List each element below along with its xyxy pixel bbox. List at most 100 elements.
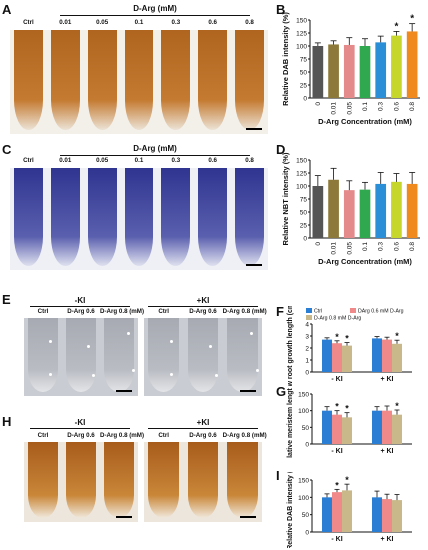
dic-micrograph-e-minus-ki xyxy=(24,318,138,396)
x-tick-label: 0 xyxy=(315,242,322,246)
panele2-meristem-marker-2 xyxy=(169,372,173,376)
panel-c-root-5 xyxy=(161,168,191,266)
panel-e-left-bracket xyxy=(30,306,130,307)
bar-plus-ki-1 xyxy=(372,410,382,444)
y-tick-label: 3 xyxy=(305,334,309,341)
panel-e-left-lanes-label-1: Ctrl xyxy=(37,308,49,315)
panelh1-root-2 xyxy=(66,442,96,518)
panel-a-lane-label-6: 0.6 xyxy=(208,19,217,26)
y-tick-label: 50 xyxy=(300,210,308,217)
y-tick-label: 100 xyxy=(298,495,309,502)
bar-minus-ki-2 xyxy=(332,343,342,372)
panel-a-root-5 xyxy=(161,30,191,130)
legend-label-1: Ctrl xyxy=(314,309,322,315)
chart-i-svg: Relative DAB intensity (%) 0 50 100 150 * * - K… xyxy=(287,472,412,548)
x-tick-label: 0.1 xyxy=(362,242,369,251)
y-tick-label: 100 xyxy=(296,184,307,191)
y-axis-label: Relative DAB intensity (%) xyxy=(281,12,290,106)
legend-swatch-1 xyxy=(306,308,312,313)
panel-label-g: G xyxy=(276,384,287,399)
x-tick-label: 0.01 xyxy=(331,102,338,115)
significance-star: * xyxy=(395,331,399,341)
panel-label-d: D xyxy=(276,142,286,157)
panele2-meristem-marker-5 xyxy=(250,332,254,336)
panel-h-right-group: +KI xyxy=(196,418,210,427)
panele2-scale-bar xyxy=(240,390,256,392)
bar-0.6 xyxy=(391,35,402,98)
bar-plus-ki-3 xyxy=(392,500,402,532)
nbt-micrograph-panel-c xyxy=(10,168,268,270)
panel-c-lane-label-1: Ctrl xyxy=(23,157,34,164)
panele1-meristem-marker-6 xyxy=(132,368,136,372)
bar-minus-ki-1 xyxy=(322,497,332,532)
x-tick-label: 0.1 xyxy=(362,102,369,111)
y-tick-label: 0 xyxy=(303,96,307,103)
y-tick-label: 0 xyxy=(305,370,309,377)
panel-a-root-6 xyxy=(198,30,228,130)
panel-a-lane-label-3: 0.05 xyxy=(96,19,109,26)
panel-c-root-6 xyxy=(198,168,228,266)
panel-a-lane-label-7: 0.8 xyxy=(245,19,254,26)
panel-c-lane-label-4: 0.1 xyxy=(134,157,144,164)
y-tick-label: 1 xyxy=(305,358,309,365)
y-tick-label: 25 xyxy=(300,223,308,230)
y-axis-label: Relative NBT intensity (%) xyxy=(281,152,290,245)
dic-micrograph-e-plus-ki xyxy=(144,318,262,396)
significance-star: * xyxy=(335,402,339,412)
bar-minus-ki-2 xyxy=(332,414,342,444)
x-tick-label: - KI xyxy=(331,448,342,455)
panel-label-c: C xyxy=(2,142,12,157)
x-tick-label: 0.3 xyxy=(378,242,385,251)
panel-label-a: A xyxy=(2,2,12,17)
panel-label-f: F xyxy=(276,304,284,319)
panele2-meristem-marker-3 xyxy=(208,345,212,349)
bar-minus-ki-3 xyxy=(342,417,352,444)
legend-swatch-3 xyxy=(306,315,312,320)
bar-0 xyxy=(312,46,324,98)
panel-e-left-group: -KI xyxy=(74,296,86,305)
bar-minus-ki-1 xyxy=(322,410,332,444)
y-tick-label: 50 xyxy=(302,425,310,432)
bar-0.05 xyxy=(343,190,355,238)
panel-a-scale-bar xyxy=(246,128,262,130)
chart-f-svg: New root growth length (cm) 0 1 2 3 4 * * - KI * +… xyxy=(287,306,412,386)
significance-star: * xyxy=(335,332,339,342)
y-axis-label: Relative DAB intensity (%) xyxy=(287,472,294,548)
x-tick-label: 0.6 xyxy=(393,102,400,111)
panelh1-scale-bar xyxy=(116,516,132,518)
bar-0.8 xyxy=(406,183,418,238)
panel-c-lane-label-3: 0.05 xyxy=(96,157,109,164)
chart-b-svg: Relative DAB intensity (%) 0 25 50 75 100 125 1… xyxy=(281,12,420,126)
panel-h-left-lanes-label-2: D-Arg 0.6 xyxy=(67,432,95,439)
panel-e-left-lanes-label-3: D-Arg 0.8 (mM) xyxy=(100,308,145,315)
panelh1-root-3 xyxy=(104,442,134,518)
panel-h-right-bracket xyxy=(148,428,258,429)
x-axis-label: D-Arg Concentration (mM) xyxy=(318,117,412,126)
x-tick-label: + KI xyxy=(380,536,393,543)
bar-0.01 xyxy=(328,44,339,98)
panele2-root-2 xyxy=(187,318,219,392)
panel-c-lane-label-7: 0.8 xyxy=(245,157,254,164)
panele1-meristem-marker-2 xyxy=(48,372,52,376)
panele1-meristem-marker-5 xyxy=(126,332,130,336)
bar-plus-ki-1 xyxy=(372,497,382,532)
bar-0.01 xyxy=(328,179,339,238)
y-tick-label: 150 xyxy=(296,18,307,25)
dab-micrograph-h-minus-ki xyxy=(24,442,138,522)
panel-c-lane-label-2: 0.01 xyxy=(59,157,72,164)
panel-a-root-3 xyxy=(87,30,117,130)
x-tick-label: + KI xyxy=(380,376,393,383)
panel-a-lane-label-1: Ctrl xyxy=(23,19,34,26)
x-axis-label: D-Arg Concentration (mM) xyxy=(318,257,412,266)
panele2-meristem-marker-6 xyxy=(256,368,260,372)
legend-swatch-2 xyxy=(350,308,356,313)
y-tick-label: 125 xyxy=(296,31,307,38)
y-tick-label: 150 xyxy=(298,392,309,399)
y-tick-label: 100 xyxy=(298,408,309,415)
panele1-root-2 xyxy=(66,318,96,392)
panel-a-root-4 xyxy=(124,30,154,130)
significance-star: * xyxy=(335,480,339,490)
bar-0.1 xyxy=(359,46,371,98)
panel-a-title: D-Arg (mM) xyxy=(133,4,177,13)
panel-c-scale-bar xyxy=(246,264,262,266)
